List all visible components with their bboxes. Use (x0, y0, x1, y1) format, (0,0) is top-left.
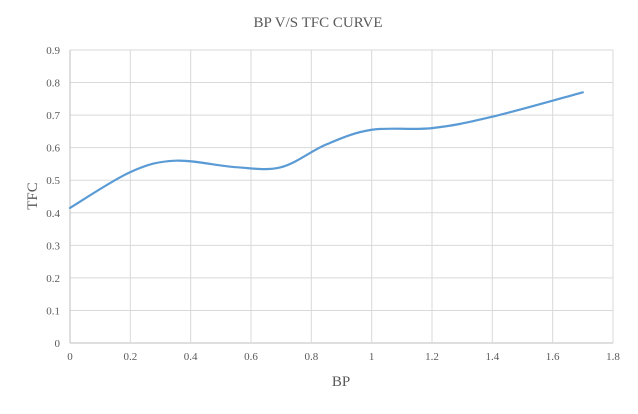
y-tick-label: 0.7 (46, 110, 60, 122)
y-tick-label: 0.4 (46, 208, 60, 220)
x-tick-label: 1 (369, 351, 375, 363)
x-tick-label: 0.8 (304, 351, 318, 363)
series-line (68, 91, 584, 209)
x-tick-label: 1.8 (606, 351, 620, 363)
x-tick-label: 0.4 (184, 351, 198, 363)
y-tick-label: 0.6 (46, 143, 60, 155)
y-tick-label: 0.5 (46, 175, 60, 187)
x-tick-label: 1.4 (485, 351, 499, 363)
y-axis-title: TFC (25, 182, 41, 210)
y-axis-tick-labels: 0 0.1 0.2 0.3 0.4 0.5 0.6 0.7 0.8 0.9 (46, 45, 60, 350)
x-tick-label: 1.2 (425, 351, 439, 363)
x-axis-title: BP (332, 374, 350, 390)
x-tick-label: 0 (67, 351, 73, 363)
y-tick-label: 0.8 (46, 78, 60, 90)
y-tick-label: 0.3 (46, 240, 60, 252)
y-tick-label: 0.1 (46, 305, 60, 317)
y-tick-label: 0 (55, 338, 61, 350)
x-axis-tick-labels: 0 0.2 0.4 0.6 0.8 1 1.2 1.4 1.6 1.8 (67, 351, 620, 363)
x-tick-label: 0.6 (244, 351, 258, 363)
series-layer (68, 91, 584, 209)
y-tick-label: 0.9 (46, 45, 60, 57)
gridlines (69, 49, 614, 344)
x-tick-label: 1.6 (546, 351, 560, 363)
chart-title: BP V/S TFC CURVE (254, 15, 383, 31)
y-tick-label: 0.2 (46, 273, 60, 285)
x-tick-label: 0.2 (123, 351, 137, 363)
